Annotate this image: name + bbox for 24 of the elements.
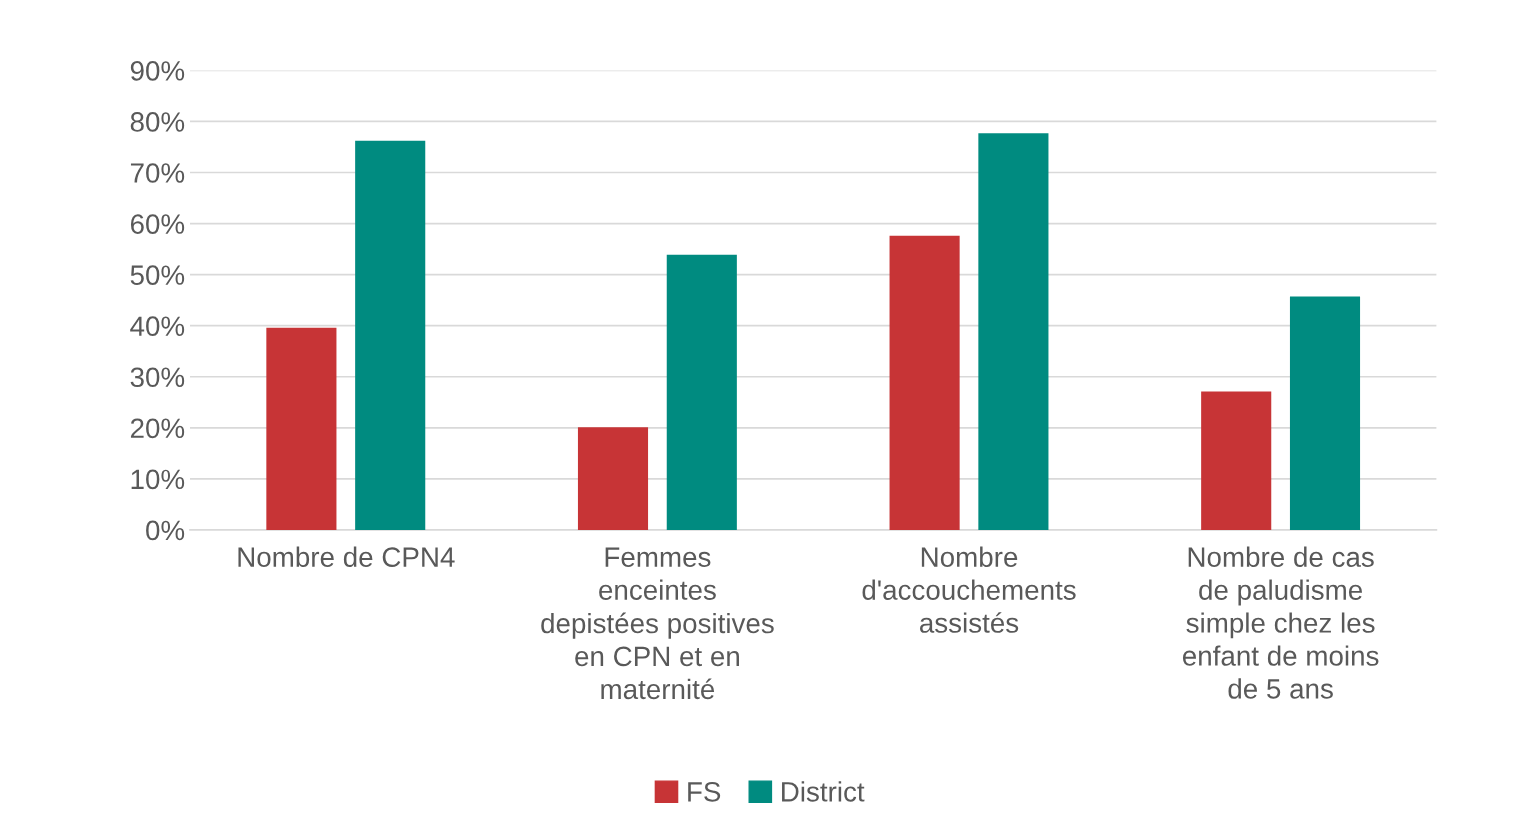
y-tick-label: 80% xyxy=(130,112,185,132)
x-tick-label: Nombre de CPN4 xyxy=(238,546,455,567)
y-tick-label: 70% xyxy=(130,163,185,183)
x-tick-label: Femmes enceintes depistées positives en CPN et en maternité xyxy=(541,547,774,700)
bar xyxy=(577,427,649,530)
y-tick-label: 40% xyxy=(130,316,185,337)
y-tick-label: 0% xyxy=(146,520,185,541)
bar xyxy=(666,254,737,530)
x-tick-label: Nombre de cas de paludisme simple chez les enfant de moins de 5 ans xyxy=(1182,546,1379,699)
bar xyxy=(355,140,426,530)
legend-label: FS xyxy=(688,781,721,802)
bar xyxy=(1201,391,1272,530)
y-tick-label: 60% xyxy=(130,214,185,234)
y-tick-label: 50% xyxy=(130,265,185,285)
bar xyxy=(889,235,960,530)
bar xyxy=(978,133,1049,530)
y-tick-label: 90% xyxy=(130,61,185,81)
bar xyxy=(266,327,337,530)
y-tick-label: 20% xyxy=(130,418,185,439)
bar xyxy=(1289,296,1361,530)
y-tick-label: 10% xyxy=(131,469,185,490)
legend-label: District xyxy=(782,781,865,802)
x-tick-label: Nombre d'accouchements assistés xyxy=(862,546,1076,633)
y-tick-label: 30% xyxy=(130,367,185,388)
